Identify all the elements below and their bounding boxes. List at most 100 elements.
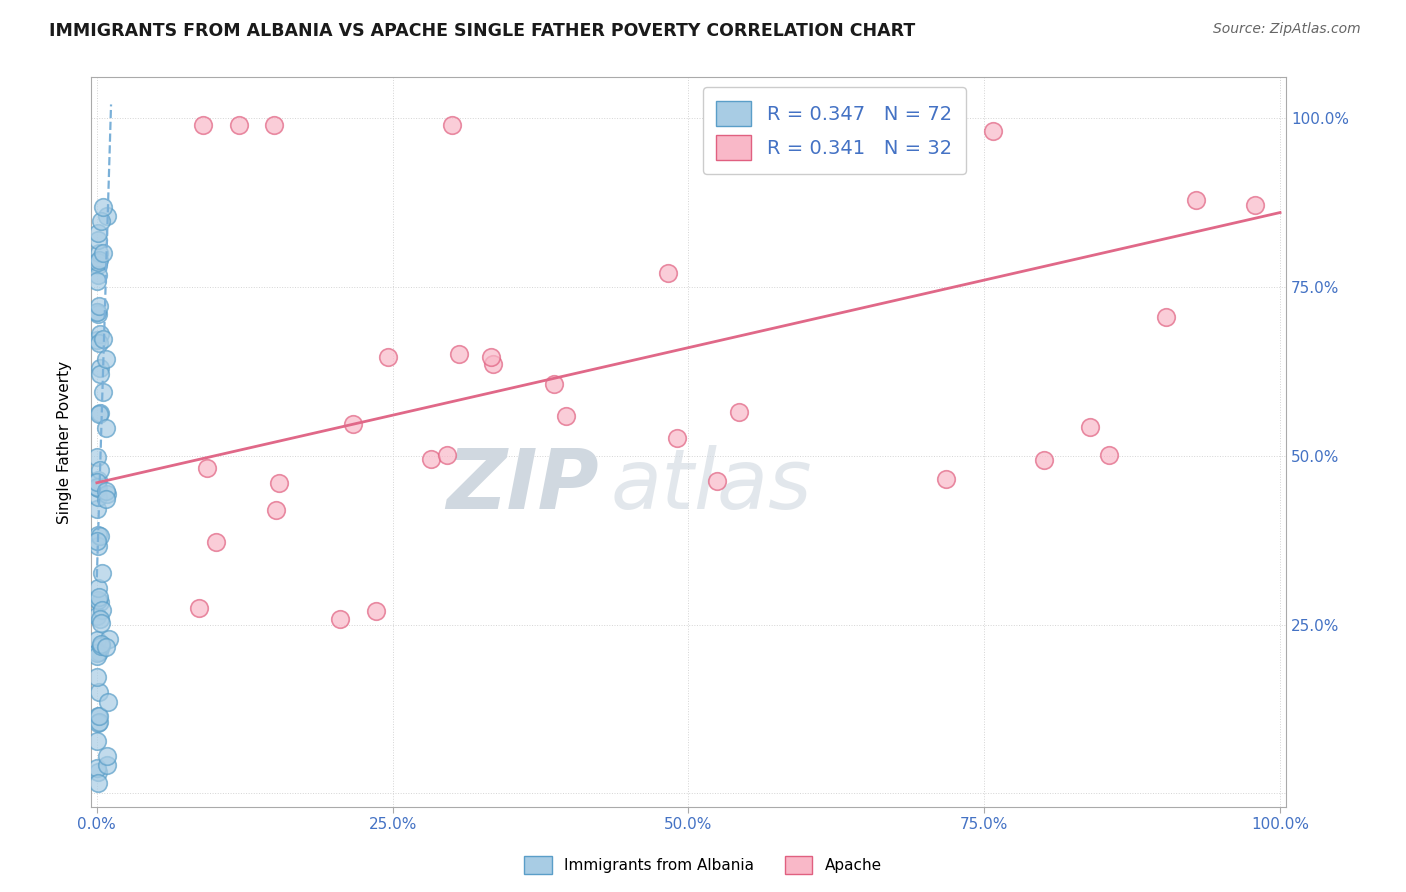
- Point: [86, 479, 108, 493]
- Point: [89, 529, 111, 543]
- Point: [89, 360, 111, 375]
- Point: [87, 255, 110, 269]
- Text: atlas: atlas: [610, 445, 813, 526]
- Point: [86, 764, 108, 779]
- Point: [1243, 198, 1265, 212]
- Point: [94, 351, 117, 366]
- Point: [228, 118, 250, 132]
- Point: [86, 609, 108, 624]
- Point: [87, 490, 110, 504]
- Point: [91, 384, 114, 399]
- Point: [87, 307, 110, 321]
- Point: [91, 332, 114, 346]
- Point: [87, 714, 110, 729]
- Point: [436, 448, 458, 462]
- Point: [89, 335, 111, 350]
- Point: [86, 268, 108, 282]
- Point: [89, 612, 111, 626]
- Point: [93, 246, 115, 260]
- Point: [479, 350, 502, 364]
- Point: [87, 246, 110, 260]
- Point: [96, 695, 118, 709]
- Point: [1033, 452, 1056, 467]
- Point: [87, 709, 110, 723]
- Point: [97, 632, 120, 646]
- Point: [87, 775, 110, 789]
- Text: Source: ZipAtlas.com: Source: ZipAtlas.com: [1213, 22, 1361, 37]
- Point: [87, 408, 110, 422]
- Point: [86, 761, 108, 775]
- Point: [342, 417, 364, 431]
- Point: [263, 118, 285, 132]
- Point: [329, 612, 352, 626]
- Point: [86, 305, 108, 319]
- Point: [90, 639, 112, 653]
- Point: [87, 592, 110, 607]
- Point: [267, 476, 290, 491]
- Point: [1154, 310, 1177, 325]
- Point: [87, 590, 110, 604]
- Point: [86, 649, 108, 664]
- Point: [86, 734, 108, 748]
- Point: [266, 503, 288, 517]
- Point: [86, 450, 108, 464]
- Point: [89, 299, 111, 313]
- Point: [89, 406, 111, 420]
- Point: [89, 709, 111, 723]
- Point: [935, 472, 957, 486]
- Point: [89, 326, 111, 341]
- Point: [420, 452, 443, 467]
- Point: [555, 409, 578, 424]
- Point: [86, 670, 108, 684]
- Point: [90, 637, 112, 651]
- Point: [86, 502, 108, 516]
- Point: [86, 226, 108, 240]
- Point: [87, 481, 110, 495]
- Point: [96, 487, 118, 501]
- Point: [981, 124, 1004, 138]
- Legend: R = 0.347   N = 72, R = 0.341   N = 32: R = 0.347 N = 72, R = 0.341 N = 32: [703, 87, 966, 174]
- Point: [205, 534, 228, 549]
- Point: [666, 431, 689, 445]
- Point: [87, 253, 110, 268]
- Point: [447, 347, 470, 361]
- Point: [86, 305, 108, 319]
- Point: [197, 460, 219, 475]
- Point: [1078, 419, 1101, 434]
- Point: [87, 539, 110, 553]
- Point: [89, 645, 111, 659]
- Point: [188, 601, 211, 615]
- Point: [1097, 448, 1119, 462]
- Point: [1185, 194, 1208, 208]
- Point: [87, 233, 110, 247]
- Point: [377, 351, 399, 365]
- Point: [96, 758, 118, 772]
- Legend: Immigrants from Albania, Apache: Immigrants from Albania, Apache: [519, 850, 887, 880]
- Point: [87, 582, 110, 596]
- Text: IMMIGRANTS FROM ALBANIA VS APACHE SINGLE FATHER POVERTY CORRELATION CHART: IMMIGRANTS FROM ALBANIA VS APACHE SINGLE…: [49, 22, 915, 40]
- Point: [366, 604, 388, 618]
- Point: [86, 475, 108, 489]
- Point: [193, 118, 215, 132]
- Point: [91, 201, 114, 215]
- Point: [481, 357, 503, 371]
- Point: [86, 473, 108, 487]
- Point: [86, 333, 108, 347]
- Point: [96, 421, 118, 435]
- Point: [96, 209, 118, 223]
- Point: [89, 463, 111, 477]
- Point: [90, 214, 112, 228]
- Text: ZIP: ZIP: [446, 445, 599, 526]
- Point: [86, 274, 108, 288]
- Point: [657, 266, 679, 280]
- Point: [89, 685, 111, 699]
- Point: [440, 118, 463, 132]
- Point: [86, 646, 108, 660]
- Point: [90, 615, 112, 630]
- Point: [90, 566, 112, 580]
- Point: [91, 603, 114, 617]
- Point: [728, 405, 751, 419]
- Point: [87, 528, 110, 542]
- Point: [96, 749, 118, 764]
- Point: [87, 258, 110, 272]
